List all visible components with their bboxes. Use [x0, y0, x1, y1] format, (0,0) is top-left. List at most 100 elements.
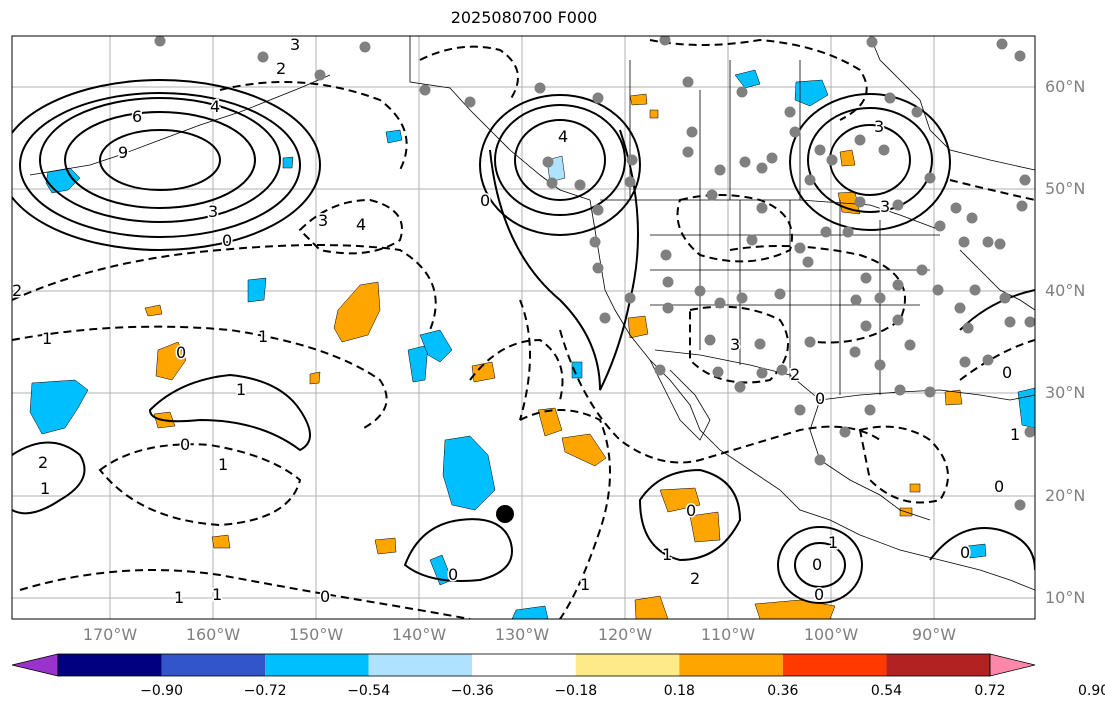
station-dot: [850, 294, 862, 306]
contour-value-label: 1: [258, 327, 268, 346]
contour-value-label: 1: [218, 455, 228, 474]
contour-line: [419, 45, 519, 101]
baja-california: [649, 359, 711, 441]
station-dot: [804, 336, 816, 348]
station-dot: [1016, 200, 1028, 212]
station-dot: [982, 236, 994, 248]
station-dot: [714, 164, 726, 176]
station-dot: [694, 285, 706, 297]
patch-blue: [1017, 387, 1035, 429]
station-dot: [756, 202, 768, 214]
station-dot: [892, 199, 904, 211]
contour-line: [729, 245, 906, 344]
contour-value-label: 6: [132, 107, 142, 126]
station-dot: [982, 354, 994, 366]
station-dot: [592, 262, 604, 274]
contour-line: [12, 244, 437, 331]
negative-contours: [12, 38, 1035, 619]
patch-blue: [29, 379, 89, 435]
contour-value-label: 4: [210, 97, 220, 116]
station-dot: [849, 346, 861, 358]
station-dot: [359, 41, 371, 53]
station-dot: [854, 196, 866, 208]
us-mexico-border: [654, 349, 821, 401]
colorbar: [11, 653, 1036, 677]
station-dot: [419, 84, 431, 96]
contour-value-label: 2: [276, 59, 286, 78]
station-dot: [589, 236, 601, 248]
patch-blue: [247, 277, 267, 303]
station-dot: [1004, 316, 1016, 328]
station-dot: [860, 272, 872, 284]
contour-value-label: 1: [1010, 425, 1020, 444]
station-dot: [154, 36, 166, 47]
storm-marker: [496, 505, 514, 523]
contour-value-label: 0: [814, 585, 824, 604]
contour-value-label: 1: [236, 380, 246, 399]
station-dot: [962, 322, 974, 334]
station-dot: [534, 82, 546, 94]
contour-line: [794, 542, 846, 588]
contour-line: [479, 94, 641, 236]
contour-line: [649, 38, 868, 121]
contour-value-label: 0: [320, 587, 330, 606]
patch-orange: [629, 93, 648, 106]
patch-blue: [794, 79, 829, 107]
patch-orange: [374, 537, 397, 555]
patch-orange: [634, 595, 669, 619]
station-dot: [924, 386, 936, 398]
contour-line: [689, 305, 789, 384]
station-dot: [654, 364, 666, 376]
station-dot: [894, 384, 906, 396]
colorbar-segment: [575, 654, 680, 676]
station-dot: [574, 179, 586, 191]
contour-line: [19, 92, 301, 238]
contour-value-label: 0: [815, 389, 825, 408]
contour-value-label: 4: [356, 215, 366, 234]
colorbar-segment: [58, 654, 162, 676]
longitude-label: 130°W: [494, 625, 550, 644]
colorbar-segment: [265, 654, 369, 676]
station-dot: [892, 314, 904, 326]
contour-line: [12, 79, 321, 251]
station-dot: [966, 212, 978, 224]
station-dots: [154, 36, 1035, 511]
contour-value-label: 3: [290, 35, 300, 54]
station-dot: [624, 176, 636, 188]
contour-value-label: 2: [38, 453, 48, 472]
station-dot: [994, 238, 1006, 250]
contour-value-label: 1: [174, 588, 184, 607]
latitude-label: 10°N: [1045, 588, 1086, 607]
longitude-label: 110°W: [700, 625, 756, 644]
latitude-label: 20°N: [1045, 486, 1086, 505]
contour-line: [559, 329, 881, 464]
colorbar-segment: [679, 654, 783, 676]
contour-value-label: 0: [686, 501, 696, 520]
contour-line: [789, 93, 951, 231]
station-dot: [904, 339, 916, 351]
patch-blue: [511, 605, 549, 619]
contour-value-label: 1: [580, 575, 590, 594]
contour-value-label: 0: [960, 543, 970, 562]
station-dot: [789, 126, 801, 138]
colorbar-extend-low: [11, 653, 59, 677]
station-dot: [1019, 174, 1031, 186]
contour-line: [638, 468, 742, 562]
station-dot: [892, 279, 904, 291]
station-dot: [820, 226, 832, 238]
contour-line: [489, 129, 639, 391]
contour-line: [494, 104, 626, 216]
contour-line: [519, 409, 611, 619]
station-dot: [839, 426, 851, 438]
patch-orange: [144, 304, 163, 317]
station-dot: [542, 156, 554, 168]
colorbar-extend-high: [989, 653, 1036, 677]
patch-orange: [649, 109, 659, 119]
station-dot: [464, 96, 476, 108]
station-dot: [314, 69, 326, 81]
north-america-west-coast: [589, 199, 1035, 591]
station-dot: [662, 276, 674, 288]
contour-value-label: 0: [1002, 363, 1012, 382]
contour-value-label: 0: [812, 555, 822, 574]
